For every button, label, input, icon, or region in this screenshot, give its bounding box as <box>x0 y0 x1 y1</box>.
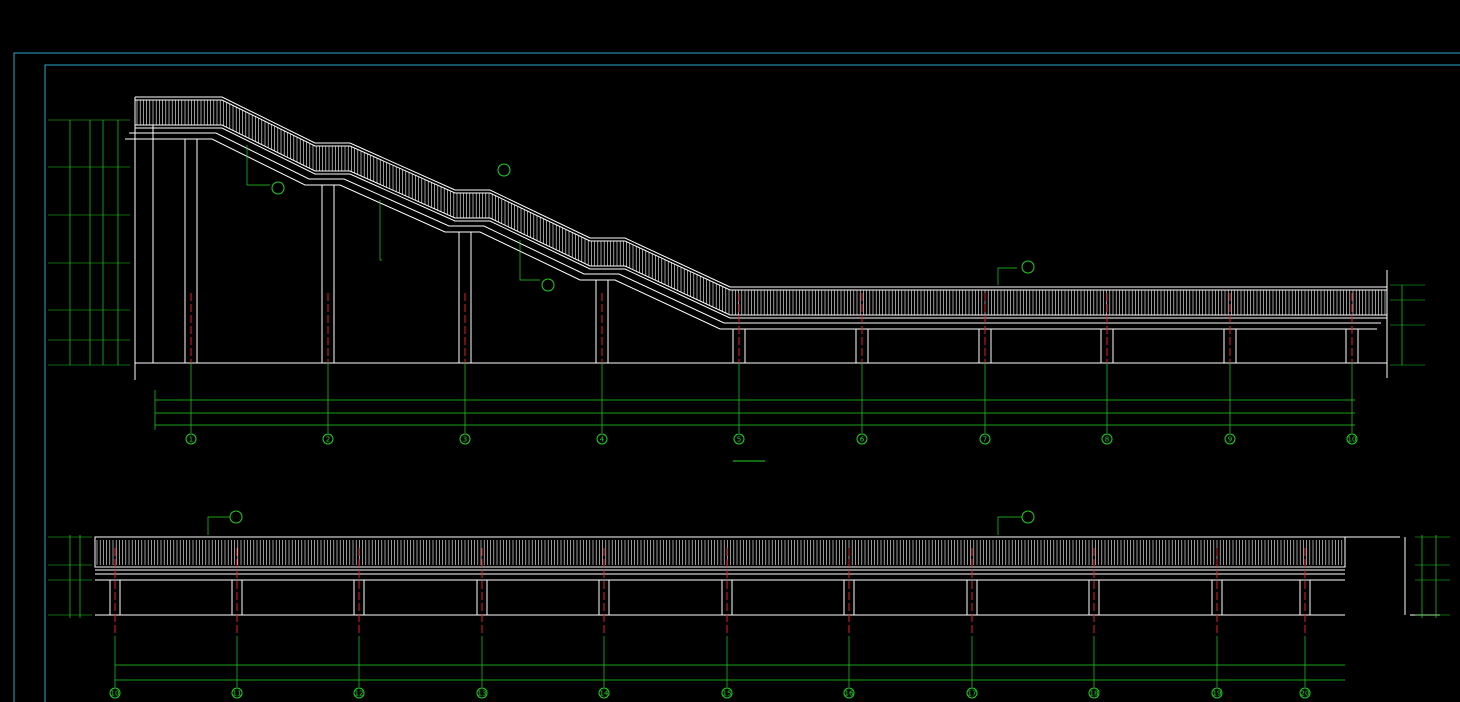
axis-label: 6 <box>860 436 865 444</box>
detail-bubble <box>271 181 285 195</box>
leader <box>379 200 382 261</box>
railing-frame <box>94 536 1346 568</box>
axis-label: 8 <box>1105 436 1109 444</box>
axis-label: 7 <box>983 436 987 444</box>
axis-label: 10 <box>111 690 120 698</box>
axis-bubble <box>1088 687 1100 699</box>
inner-frame <box>44 64 1460 702</box>
axis-bubble <box>1346 433 1358 445</box>
detail-bubble <box>541 278 555 292</box>
axis-label: 5 <box>737 436 741 444</box>
deck-line <box>135 127 1387 319</box>
detail-bubble <box>229 510 243 524</box>
axis-bubble <box>1101 433 1113 445</box>
axis-bubble <box>598 687 610 699</box>
axis-bubble <box>353 687 365 699</box>
detail-bubble <box>497 163 511 177</box>
axis-label: 1 <box>189 436 193 444</box>
axis-bubble <box>185 433 197 445</box>
axis-bubble <box>966 687 978 699</box>
railing-top-2 <box>135 99 1387 291</box>
axis-label: 19 <box>1213 690 1222 698</box>
axis-bubble <box>856 433 868 445</box>
axis-label: 13 <box>478 690 487 698</box>
axis-bubble <box>733 433 745 445</box>
axis-label: 9 <box>1228 436 1232 444</box>
axis-label: 17 <box>968 690 977 698</box>
axis-bubble <box>231 687 243 699</box>
axis-bubble <box>1224 433 1236 445</box>
detail-bubble <box>1021 510 1035 524</box>
axis-bubble <box>596 433 608 445</box>
axis-bubble <box>1211 687 1223 699</box>
leader <box>246 145 270 186</box>
axis-label: 20 <box>1301 690 1310 698</box>
detail-bubble <box>1021 260 1035 274</box>
axis-bubble <box>979 433 991 445</box>
axis-bubble <box>476 687 488 699</box>
leader <box>207 516 230 535</box>
axis-label: 15 <box>723 690 732 698</box>
leader <box>997 516 1022 535</box>
axis-label: 3 <box>463 436 467 444</box>
axis-label: 10 <box>1348 436 1357 444</box>
axis-bubble <box>459 433 471 445</box>
axis-bubble <box>721 687 733 699</box>
leader <box>519 240 540 281</box>
axis-label: 11 <box>233 690 242 698</box>
railing-top <box>135 96 1387 288</box>
axis-bubble <box>843 687 855 699</box>
axis-label: 14 <box>600 690 609 698</box>
outer-frame <box>13 52 1460 702</box>
axis-bubble <box>1299 687 1311 699</box>
axis-bubble <box>109 687 121 699</box>
leader <box>997 267 1017 285</box>
deck-bottom <box>125 138 1377 330</box>
axis-label: 2 <box>326 436 330 444</box>
axis-label: 16 <box>845 690 854 698</box>
axis-label: 4 <box>600 436 605 444</box>
axis-label: 18 <box>1090 690 1099 698</box>
axis-label: 12 <box>355 690 364 698</box>
axis-bubble <box>322 433 334 445</box>
deck-line <box>129 132 1381 324</box>
